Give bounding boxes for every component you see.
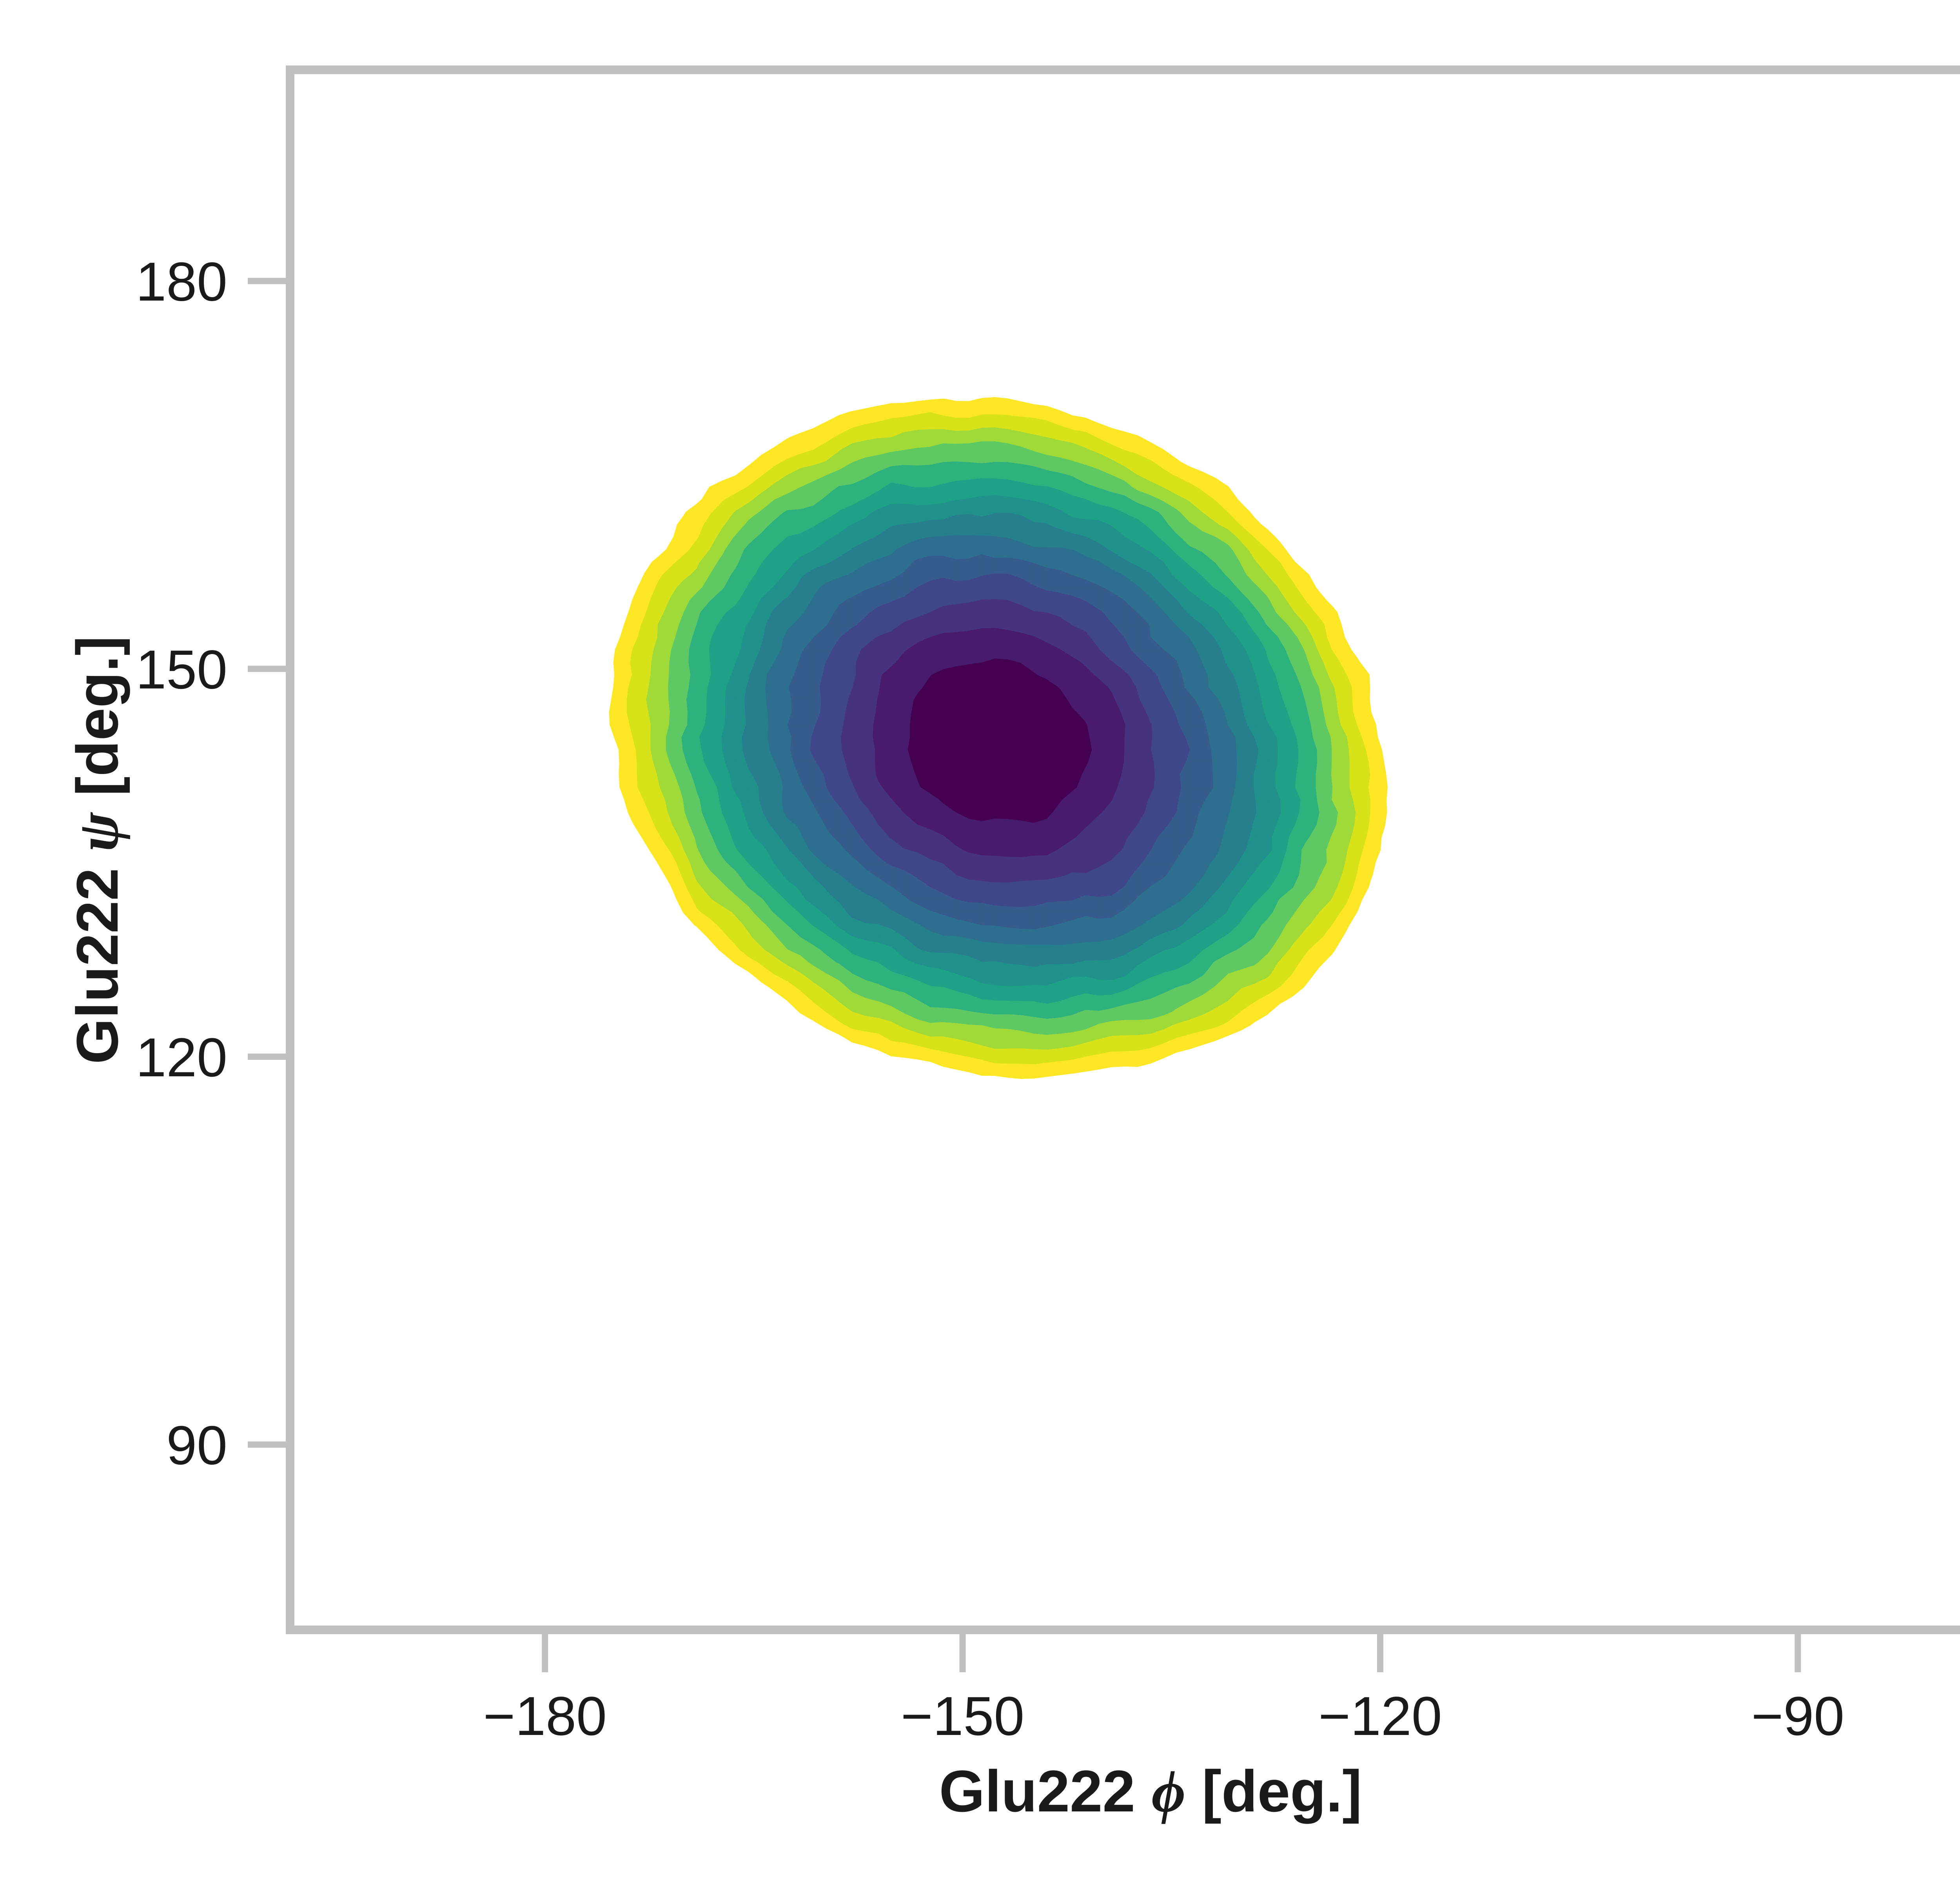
y-axis-title-symbol: ψ [65,812,131,852]
plot-frame [286,65,1960,1634]
contour-band-8 [698,477,1301,1005]
y-axis-title-prefix: Glu222 [64,852,130,1064]
x-axis-title-prefix: Glu222 [939,1758,1152,1824]
x-axis-title-suffix: [deg.] [1185,1758,1362,1824]
x-tick-label: −180 [483,1685,607,1747]
y-axis-title: Glu222 ψ [deg.] [64,636,131,1064]
contour-band-1 [872,627,1126,858]
tick-layer [248,278,1801,1672]
y-tick-label: 180 [136,251,227,312]
tick-label-layer: −180 −150 −120 −90 180 150 120 90 [136,251,1844,1747]
x-axis-title: Glu222 ϕ [deg.] [939,1758,1362,1824]
y-tick-label: 120 [136,1026,227,1088]
contour-band-13 [609,397,1388,1079]
x-tick-label: −120 [1318,1685,1442,1747]
y-tick-label: 150 [136,639,227,700]
x-tick-label: −90 [1751,1685,1844,1747]
y-tick-label: 90 [166,1414,227,1476]
y-axis-title-suffix: [deg.] [64,636,130,812]
contour-fill-layer [609,397,1388,1079]
x-tick-label: −150 [901,1685,1024,1747]
x-axis-title-symbol: ϕ [1152,1759,1186,1824]
